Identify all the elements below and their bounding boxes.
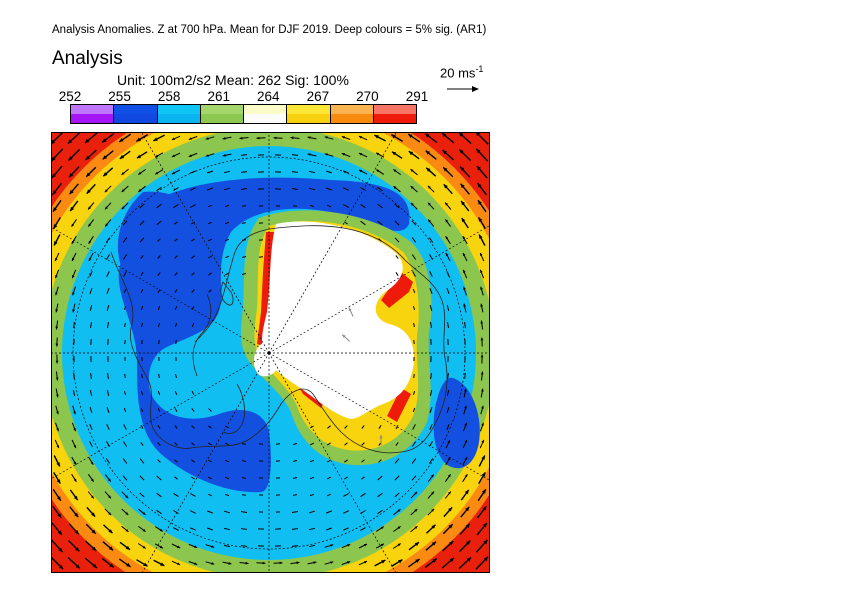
meridian-line bbox=[51, 352, 270, 480]
colorbar bbox=[70, 104, 417, 124]
meridian-line bbox=[51, 226, 270, 354]
map-frame bbox=[51, 132, 490, 573]
panel-title: Analysis bbox=[52, 48, 123, 69]
polar-rim-red-ne bbox=[381, 272, 413, 308]
polar-rim-red-west bbox=[257, 232, 275, 346]
figure-header: Analysis Anomalies. Z at 700 hPa. Mean f… bbox=[52, 24, 487, 36]
anomaly-map bbox=[51, 132, 490, 573]
colorbar-bin bbox=[373, 105, 416, 123]
coastline bbox=[222, 383, 245, 434]
meridian-line bbox=[141, 352, 270, 573]
polar-rim-red-se bbox=[387, 388, 411, 422]
meridian-line bbox=[268, 352, 490, 481]
negative-anomaly-core-west bbox=[117, 191, 219, 309]
panel-subtitle: Unit: 100m2/s2 Mean: 262 Sig: 100% bbox=[117, 72, 349, 88]
coastline bbox=[220, 281, 234, 306]
colorbar-bin bbox=[330, 105, 374, 123]
meridian-line bbox=[268, 132, 397, 354]
colorbar-tick-label: 258 bbox=[157, 89, 181, 104]
colorbar-tick-label: 270 bbox=[356, 89, 379, 104]
meridian-line bbox=[268, 352, 397, 573]
colorbar-tick-label: 261 bbox=[207, 89, 230, 104]
wind-vectors bbox=[51, 132, 489, 570]
colorbar-tick-label: 291 bbox=[405, 89, 429, 104]
colorbar-bin bbox=[71, 105, 115, 123]
polar-cap-no-data bbox=[261, 221, 414, 419]
colorbar-tick-label: 264 bbox=[257, 89, 280, 104]
wind-scale-arrow-icon bbox=[447, 86, 479, 92]
colorbar-bin bbox=[114, 105, 158, 123]
colorbar-bin bbox=[287, 105, 331, 123]
negative-anomaly-east bbox=[433, 377, 480, 469]
colorbar-bin bbox=[157, 105, 201, 123]
wind-scale-label: 20 ms-1 bbox=[440, 64, 483, 80]
meridian-line bbox=[141, 132, 270, 354]
wind-scale-value: 20 bbox=[440, 65, 455, 81]
colorbar-bin bbox=[200, 105, 244, 123]
colorbar-tick-label: 267 bbox=[306, 89, 330, 104]
latitude-circle bbox=[72, 156, 466, 550]
colorbar-tick-label: 255 bbox=[108, 89, 131, 104]
colorbar-bin bbox=[244, 105, 288, 123]
meridian-line bbox=[268, 225, 490, 354]
wind-scale-exp: -1 bbox=[475, 64, 484, 74]
coastline bbox=[110, 251, 440, 454]
colorbar-tick-label: 252 bbox=[58, 89, 82, 104]
wind-scale-unit: ms bbox=[458, 65, 476, 81]
coastline bbox=[192, 293, 212, 377]
